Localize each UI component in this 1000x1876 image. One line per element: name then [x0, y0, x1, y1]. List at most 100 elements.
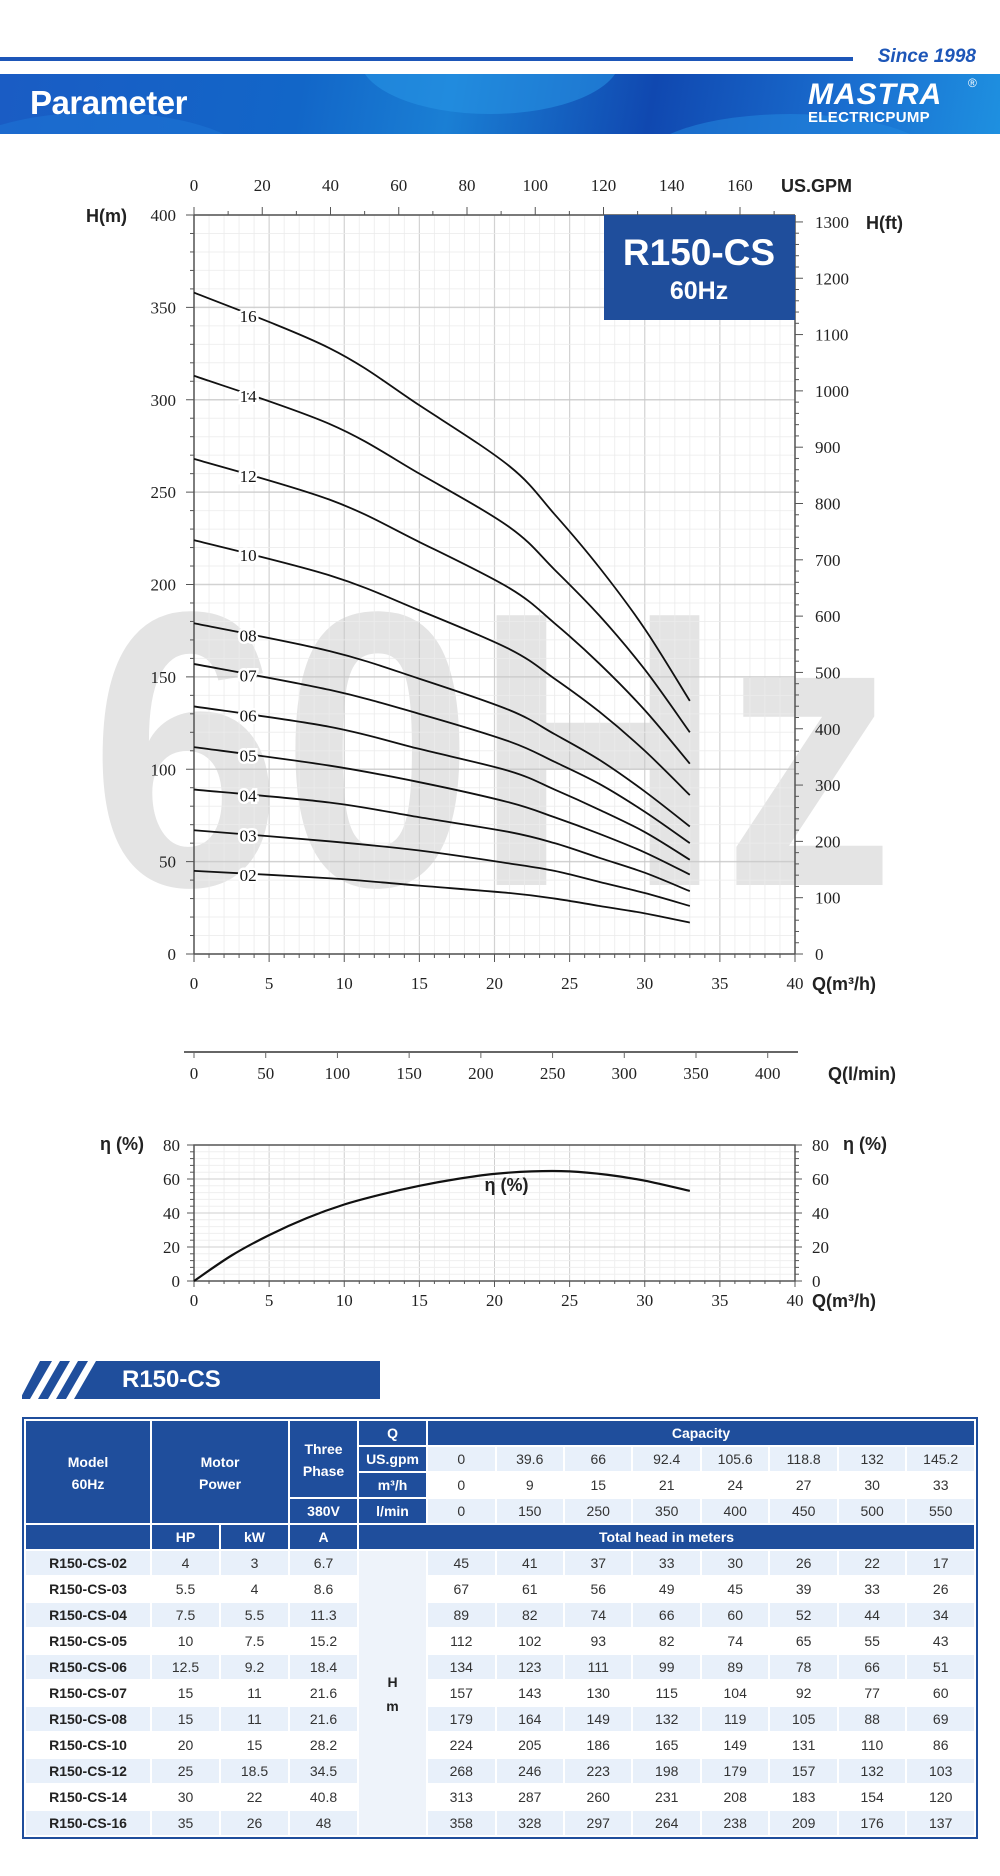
hp-value: 15: [150, 1705, 221, 1733]
model-title-box: [604, 215, 795, 320]
capacity-header: Capacity: [426, 1419, 976, 1447]
page-title: Parameter: [30, 84, 187, 121]
table-row: R150-CS-04 7.5 5.5 11.3 89 82 74 66 60 52 44 34: [24, 1601, 976, 1629]
curve-label: 10: [240, 546, 257, 565]
head-value: 246: [494, 1757, 565, 1785]
head-value: 67: [426, 1575, 497, 1603]
head-value: 137: [905, 1809, 976, 1837]
head-value: 231: [631, 1783, 702, 1811]
y-axis-title: η (%): [100, 1134, 144, 1154]
y-tick-label: 350: [151, 298, 177, 317]
stripes-icon: [22, 1361, 96, 1399]
model-name: R150-CS-03: [24, 1575, 152, 1603]
head-value: 56: [562, 1575, 634, 1603]
head-value: 198: [631, 1757, 702, 1785]
y-axis-title: H(m): [86, 206, 127, 226]
head-value: 34: [905, 1601, 976, 1629]
head-value: 149: [699, 1731, 771, 1759]
head-value: 224: [426, 1731, 497, 1759]
amps-value: 21.6: [288, 1705, 360, 1733]
y-tick-label: 400: [151, 206, 177, 225]
head-value: 22: [836, 1549, 908, 1577]
amps-value: 15.2: [288, 1627, 360, 1655]
lmin-tick-label: 150: [396, 1064, 422, 1083]
head-value: 123: [494, 1653, 565, 1681]
curve-label: 05: [240, 746, 257, 765]
head-value: 176: [836, 1809, 908, 1837]
x-tick-label: 10: [336, 974, 353, 993]
head-value: 78: [768, 1653, 839, 1681]
head-value: 164: [494, 1705, 565, 1733]
hp-value: 35: [150, 1809, 221, 1837]
unit-label: m³/h: [357, 1471, 429, 1499]
amps-value: 18.4: [288, 1653, 360, 1681]
x-tick-label: 20: [486, 1291, 503, 1310]
head-curve-02: [193, 869, 691, 924]
head-value: 120: [905, 1783, 976, 1811]
head-value: 297: [562, 1809, 634, 1837]
capacity-value: 0: [426, 1445, 497, 1473]
curve-label: 16: [240, 307, 257, 326]
capacity-value: 33: [905, 1471, 976, 1499]
hp-value: 4: [150, 1549, 221, 1577]
head-value: 74: [699, 1627, 771, 1655]
model-header-line1: Model: [67, 1454, 109, 1470]
y-tick-label: 50: [159, 853, 176, 872]
total-head-header: Total head in meters: [357, 1523, 976, 1551]
lmin-tick-label: 50: [257, 1064, 274, 1083]
top-tick-label: 40: [322, 176, 339, 195]
motor-power-header-line1: Motor: [200, 1454, 240, 1470]
model-name: R150-CS-04: [24, 1601, 152, 1629]
head-value: 179: [699, 1757, 771, 1785]
right-tick-label: 20: [812, 1238, 829, 1257]
table-row: HP kW A Total head in meters: [24, 1523, 976, 1551]
registered-mark: ®: [968, 76, 977, 90]
curve-label: 06: [240, 707, 257, 726]
hp-value: 20: [150, 1731, 221, 1759]
table-row: R150-CS-03 5.5 4 8.6 67 61 56 49 45 39 33 26: [24, 1575, 976, 1603]
motor-power-header-line2: Power: [199, 1476, 242, 1492]
top-tick-label: 60: [390, 176, 407, 195]
kw-value: 15: [218, 1731, 291, 1759]
y-tick-label: 300: [151, 391, 177, 410]
lmin-tick-label: 250: [540, 1064, 566, 1083]
efficiency-curve: [193, 1169, 691, 1282]
head-value: 33: [836, 1575, 908, 1603]
curve-label: 04: [240, 787, 258, 806]
right-tick-label: 40: [812, 1204, 829, 1223]
lmin-tick-label: 0: [190, 1064, 199, 1083]
capacity-value: 150: [494, 1497, 565, 1525]
model-name: R150-CS-12: [24, 1757, 152, 1785]
table-row: R150-CS-16 35 26 48 358 328 297 264 238 209 176 137: [24, 1809, 976, 1837]
head-value: 65: [768, 1627, 839, 1655]
head-value: 149: [562, 1705, 634, 1733]
parameter-banner: Parameter MASTRA ® ELECTRICPUMP: [0, 74, 1000, 134]
table-row: R150-CS-12 25 18.5 34.5 268 246 223 198 179 157 13…: [24, 1757, 976, 1785]
x-tick-label: 5: [265, 974, 274, 993]
capacity-value: 145.2: [905, 1445, 976, 1473]
head-value: 55: [836, 1627, 908, 1655]
x-tick-label: 0: [190, 974, 199, 993]
kw-value: 3: [218, 1549, 291, 1577]
x-tick-label: 25: [561, 1291, 578, 1310]
curve-label: 12: [240, 467, 257, 486]
head-value: 41: [494, 1549, 565, 1577]
unit-label: US.gpm: [357, 1445, 429, 1473]
x-tick-label: 15: [411, 974, 428, 993]
capacity-value: 92.4: [631, 1445, 702, 1473]
model-name: R150-CS-02: [24, 1549, 152, 1577]
head-value: 157: [426, 1679, 497, 1707]
top-tick-label: 0: [190, 176, 199, 195]
head-curve-03: [193, 829, 691, 907]
head-value: 102: [494, 1627, 565, 1655]
head-value: 30: [699, 1549, 771, 1577]
head-curve-06: [193, 705, 691, 861]
head-value: 183: [768, 1783, 839, 1811]
three-phase-header-line1: Three: [304, 1441, 343, 1457]
top-tick-label: 120: [591, 176, 617, 195]
x-tick-label: 25: [561, 974, 578, 993]
right-tick-label: 1000: [815, 382, 849, 401]
head-value: 105: [768, 1705, 839, 1733]
